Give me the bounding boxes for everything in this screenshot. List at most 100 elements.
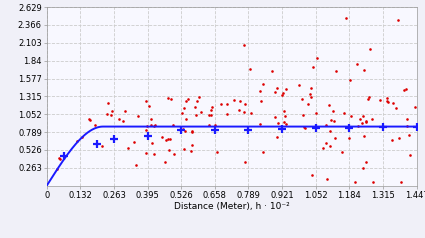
Point [322, 141, 329, 145]
Point [151, 124, 158, 127]
Point [308, 95, 314, 99]
Point [86, 118, 93, 122]
Point [247, 67, 254, 71]
Point [180, 127, 187, 131]
Point [369, 180, 376, 184]
Point [406, 153, 413, 157]
Point [191, 105, 198, 109]
Point [169, 124, 176, 127]
Point [331, 137, 338, 140]
Point [359, 166, 366, 170]
Point [217, 103, 224, 106]
Point [125, 146, 131, 150]
Point [142, 128, 149, 132]
Point [182, 117, 189, 121]
Point [212, 128, 218, 132]
Point [207, 113, 214, 116]
Point [326, 144, 333, 147]
Point [159, 135, 166, 139]
Point [242, 102, 249, 106]
Point [79, 135, 85, 139]
Point [240, 110, 247, 114]
Point [346, 136, 352, 140]
Point [392, 106, 399, 110]
Point [111, 137, 118, 141]
Point [279, 127, 286, 131]
Point [108, 109, 115, 113]
Point [165, 137, 172, 141]
Point [245, 128, 252, 132]
Point [357, 117, 363, 120]
Point [314, 56, 320, 60]
Point [280, 109, 287, 113]
Point [301, 126, 308, 130]
Point [385, 100, 391, 104]
Point [405, 134, 412, 137]
Point [98, 144, 105, 148]
Point [241, 160, 248, 164]
Point [119, 119, 126, 123]
Point [237, 99, 244, 102]
Point [115, 117, 122, 121]
Point [308, 86, 315, 90]
Point [54, 167, 61, 171]
Point [224, 102, 231, 105]
Point [348, 114, 354, 117]
Point [394, 18, 401, 22]
Point [368, 117, 375, 121]
Point [182, 129, 189, 133]
Point [395, 136, 402, 140]
Point [151, 123, 158, 127]
Point [274, 86, 280, 90]
Point [182, 99, 189, 103]
Point [360, 68, 367, 72]
Point [281, 120, 288, 124]
Point [207, 108, 214, 112]
Point [320, 146, 327, 150]
Point [132, 163, 139, 167]
Point [143, 124, 150, 128]
Point [194, 99, 201, 103]
Point [206, 123, 212, 127]
Point [327, 129, 334, 133]
Point [338, 150, 345, 154]
Point [145, 104, 152, 108]
Point [257, 122, 264, 126]
Point [388, 138, 395, 142]
Point [306, 92, 313, 95]
Point [340, 111, 347, 115]
Point [271, 115, 278, 119]
Point [213, 150, 220, 154]
Point [280, 91, 286, 95]
Point [361, 134, 368, 138]
Point [343, 16, 350, 20]
Point [171, 152, 178, 156]
Point [180, 106, 187, 109]
Point [206, 114, 212, 117]
Point [377, 99, 383, 102]
Point [309, 173, 316, 176]
Point [165, 148, 172, 151]
Point [259, 82, 266, 86]
Point [167, 138, 174, 141]
Point [282, 114, 289, 118]
Point [103, 112, 110, 116]
Point [296, 84, 303, 87]
Point [346, 78, 353, 82]
Point [91, 123, 98, 127]
Point [313, 111, 320, 114]
Point [384, 96, 391, 99]
Point [272, 90, 278, 94]
Point [122, 109, 129, 113]
Point [310, 65, 317, 69]
Point [380, 125, 386, 129]
Point [195, 95, 202, 99]
Point [269, 69, 275, 73]
Point [256, 89, 263, 93]
Point [283, 87, 289, 91]
Point [188, 130, 195, 134]
Point [299, 98, 306, 101]
Point [162, 160, 169, 164]
Point [366, 95, 372, 99]
Point [300, 125, 307, 129]
